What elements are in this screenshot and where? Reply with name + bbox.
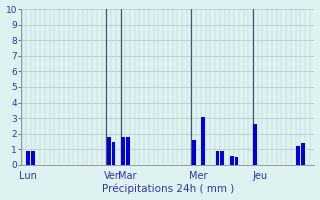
Bar [27,151,30,165]
Bar [121,137,125,165]
Bar [253,124,257,165]
Bar [296,146,300,165]
Bar [235,157,238,165]
Bar [126,137,130,165]
Bar [216,151,220,165]
Bar [301,143,305,165]
Bar [201,117,205,165]
X-axis label: Précipitations 24h ( mm ): Précipitations 24h ( mm ) [102,184,234,194]
Bar [192,140,196,165]
Bar [107,137,111,165]
Bar [220,151,224,165]
Bar [230,156,234,165]
Bar [31,151,35,165]
Bar [112,142,115,165]
